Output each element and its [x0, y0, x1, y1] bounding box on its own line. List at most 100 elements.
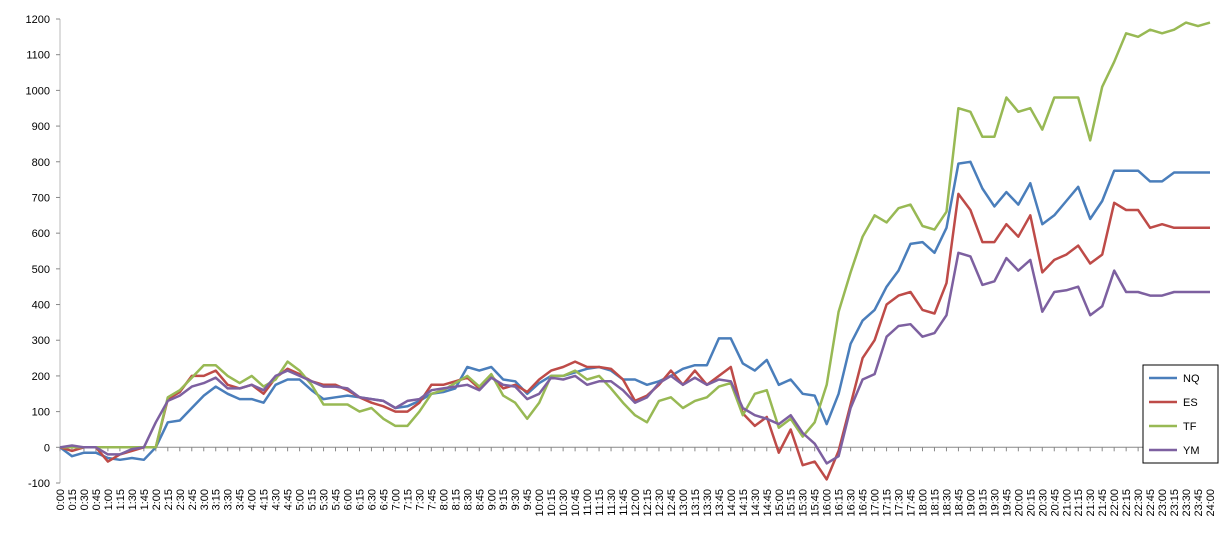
series-line — [59, 251, 1210, 465]
x-tick-label: 12:15 — [642, 489, 654, 517]
x-tick-label: 1:30 — [127, 489, 139, 510]
x-tick-label: 23:30 — [1181, 489, 1193, 517]
x-tick-label: 13:45 — [714, 489, 726, 517]
x-tick-label: 6:30 — [366, 489, 378, 510]
x-tick-label: 10:00 — [534, 489, 546, 517]
x-tick-label: 0:15 — [67, 489, 79, 510]
x-tick-label: 23:00 — [1157, 489, 1169, 517]
x-tick-label: 2:45 — [187, 489, 199, 510]
x-tick-label: 1:45 — [139, 489, 151, 510]
x-tick-label: 11:15 — [594, 489, 606, 516]
x-tick-label: 23:45 — [1193, 489, 1205, 517]
x-tick-label: 8:15 — [450, 489, 462, 510]
x-tick-label: 8:00 — [438, 489, 450, 510]
legend-label: ES — [1183, 397, 1198, 409]
x-tick-label: 5:00 — [295, 489, 307, 510]
x-tick-label: 13:30 — [702, 489, 714, 517]
x-tick-label: 1:00 — [103, 489, 115, 510]
x-tick-label: 18:00 — [918, 489, 930, 517]
x-tick-label: 3:45 — [235, 489, 247, 510]
y-tick-label: 700 — [32, 192, 50, 204]
x-tick-label: 7:30 — [414, 489, 426, 510]
x-tick-label: 22:00 — [1109, 489, 1121, 517]
x-tick-label: 0:45 — [91, 489, 103, 510]
x-tick-label: 3:30 — [223, 489, 235, 510]
x-tick-label: 18:45 — [953, 489, 965, 517]
x-tick-label: 2:15 — [163, 489, 175, 510]
y-tick-label: 200 — [32, 371, 50, 383]
x-tick-label: 7:45 — [426, 489, 438, 510]
x-tick-label: 17:45 — [906, 489, 918, 517]
x-tick-label: 12:00 — [630, 489, 642, 517]
legend-label: TF — [1183, 421, 1197, 433]
x-tick-label: 21:30 — [1085, 489, 1097, 517]
x-tick-label: 7:15 — [402, 489, 414, 510]
x-tick-label: 10:45 — [570, 489, 582, 517]
x-tick-label: 14:00 — [726, 489, 738, 517]
x-tick-label: 8:45 — [474, 489, 486, 510]
x-tick-label: 0:00 — [55, 489, 67, 510]
x-tick-label: 9:15 — [498, 489, 510, 510]
x-tick-label: 17:00 — [870, 489, 882, 517]
x-tick-label: 12:45 — [666, 489, 678, 517]
x-tick-label: 5:15 — [307, 489, 319, 510]
x-tick-label: 16:45 — [858, 489, 870, 517]
x-tick-label: 18:30 — [941, 489, 953, 517]
x-tick-label: 21:15 — [1073, 489, 1085, 517]
y-tick-label: -100 — [28, 478, 50, 490]
x-tick-label: 6:45 — [378, 489, 390, 510]
x-tick-label: 19:15 — [977, 489, 989, 517]
x-tick-label: 19:45 — [1001, 489, 1013, 517]
x-tick-label: 21:45 — [1097, 489, 1109, 517]
y-tick-label: 100 — [32, 407, 50, 419]
x-tick-label: 11:45 — [618, 489, 630, 516]
x-tick-label: 12:30 — [654, 489, 666, 517]
x-tick-label: 15:15 — [786, 489, 798, 517]
x-tick-label: 6:00 — [343, 489, 355, 510]
x-tick-label: 18:15 — [929, 489, 941, 517]
y-tick-label: 1000 — [26, 85, 50, 97]
x-tick-label: 23:15 — [1169, 489, 1181, 517]
y-tick-label: 500 — [32, 264, 50, 276]
x-tick-label: 14:15 — [738, 489, 750, 517]
x-tick-label: 6:15 — [354, 489, 366, 510]
x-tick-label: 19:00 — [965, 489, 977, 517]
legend: NQ ES TF YM — [1142, 364, 1219, 464]
y-tick-label: 900 — [32, 121, 50, 133]
legend-box — [1142, 364, 1219, 464]
x-tick-label: 13:00 — [678, 489, 690, 517]
x-tick-label: 5:45 — [331, 489, 343, 510]
x-tick-label: 17:15 — [882, 489, 894, 517]
x-tick-label: 14:45 — [762, 489, 774, 517]
x-tick-label: 2:00 — [151, 489, 163, 510]
x-tick-label: 4:30 — [271, 489, 283, 510]
y-tick-label: 300 — [32, 335, 50, 347]
x-tick-label: 20:00 — [1013, 489, 1025, 517]
x-tick-label: 16:30 — [846, 489, 858, 517]
x-tick-label: 7:00 — [390, 489, 402, 510]
x-tick-label: 16:00 — [822, 489, 834, 517]
y-tick-label: 800 — [32, 157, 50, 169]
x-tick-label: 8:30 — [462, 489, 474, 510]
x-tick-label: 13:15 — [690, 489, 702, 517]
y-tick-label: 1200 — [26, 14, 50, 26]
x-tick-label: 22:45 — [1145, 489, 1157, 517]
x-tick-label: 17:30 — [894, 489, 906, 517]
x-tick-label: 24:00 — [1205, 489, 1217, 517]
x-tick-label: 11:30 — [606, 489, 618, 516]
x-tick-label: 20:30 — [1037, 489, 1049, 517]
x-tick-label: 0:30 — [79, 489, 91, 510]
legend-label: YM — [1183, 445, 1200, 457]
x-tick-label: 11:00 — [582, 489, 594, 516]
x-tick-label: 15:30 — [798, 489, 810, 517]
series-line — [59, 192, 1210, 481]
x-tick-label: 15:45 — [810, 489, 822, 517]
x-tick-label: 20:15 — [1025, 489, 1037, 517]
series-line — [60, 21, 1211, 449]
x-tick-label: 10:15 — [546, 489, 558, 517]
x-tick-label: 1:15 — [115, 489, 127, 510]
x-tick-label: 4:45 — [283, 489, 295, 510]
y-tick-label: 600 — [32, 228, 50, 240]
x-tick-label: 4:00 — [247, 489, 259, 510]
